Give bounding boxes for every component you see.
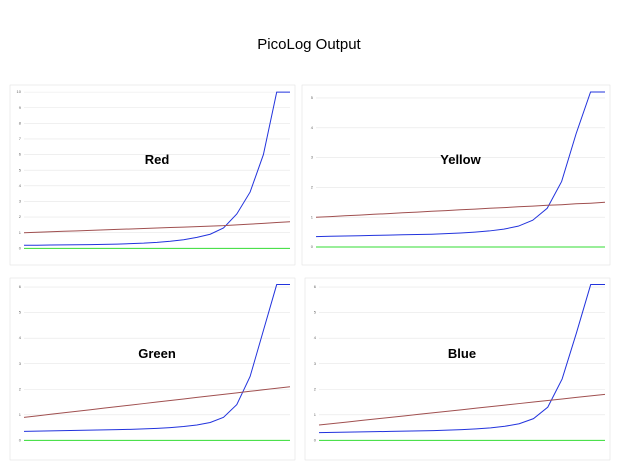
y-tick-label: 6 (314, 284, 317, 289)
y-tick-label: 1 (314, 412, 317, 417)
y-tick-label: 0 (311, 244, 314, 249)
y-tick-label: 3 (19, 199, 22, 204)
y-tick-label: 10 (17, 89, 22, 94)
y-tick-label: 4 (314, 335, 317, 340)
panel-title: Green (138, 346, 176, 361)
panel (9, 84, 296, 266)
y-tick-label: 4 (19, 183, 22, 188)
y-tick-label: 3 (314, 361, 317, 366)
y-tick-label: 0 (19, 245, 22, 250)
y-tick-label: 3 (311, 155, 314, 160)
y-tick-label: 4 (311, 125, 314, 130)
y-tick-label: 3 (19, 361, 22, 366)
y-tick-label: 1 (311, 214, 314, 219)
y-tick-label: 5 (314, 310, 317, 315)
y-tick-label: 2 (314, 386, 317, 391)
y-tick-label: 2 (19, 386, 22, 391)
y-tick-label: 7 (19, 136, 22, 141)
y-tick-label: 8 (19, 120, 22, 125)
series-line (315, 91, 605, 238)
series-line (23, 386, 291, 418)
y-tick-label: 5 (311, 95, 314, 100)
series-line (23, 284, 290, 432)
series-line (315, 201, 606, 218)
series-line (24, 91, 290, 246)
y-tick-label: 2 (19, 214, 22, 219)
y-tick-label: 6 (19, 152, 22, 157)
y-tick-label: 2 (311, 184, 314, 189)
y-tick-label: 0 (314, 437, 317, 442)
y-tick-label: 4 (19, 335, 22, 340)
y-tick-label: 0 (19, 437, 22, 442)
y-tick-label: 9 (19, 105, 22, 110)
series-line (318, 284, 605, 434)
panel (304, 277, 611, 461)
page-title: PicoLog Output (257, 36, 361, 53)
y-tick-label: 5 (19, 310, 22, 315)
panel-title: Yellow (440, 152, 481, 167)
series-line (23, 221, 291, 234)
panel (301, 84, 611, 266)
y-tick-label: 1 (19, 412, 22, 417)
y-tick-label: 6 (19, 284, 22, 289)
series-line (318, 393, 606, 426)
panel-title: Blue (448, 346, 476, 361)
y-tick-label: 5 (19, 167, 22, 172)
y-tick-label: 1 (19, 230, 22, 235)
panel (9, 277, 296, 461)
panel-title: Red (145, 152, 170, 167)
